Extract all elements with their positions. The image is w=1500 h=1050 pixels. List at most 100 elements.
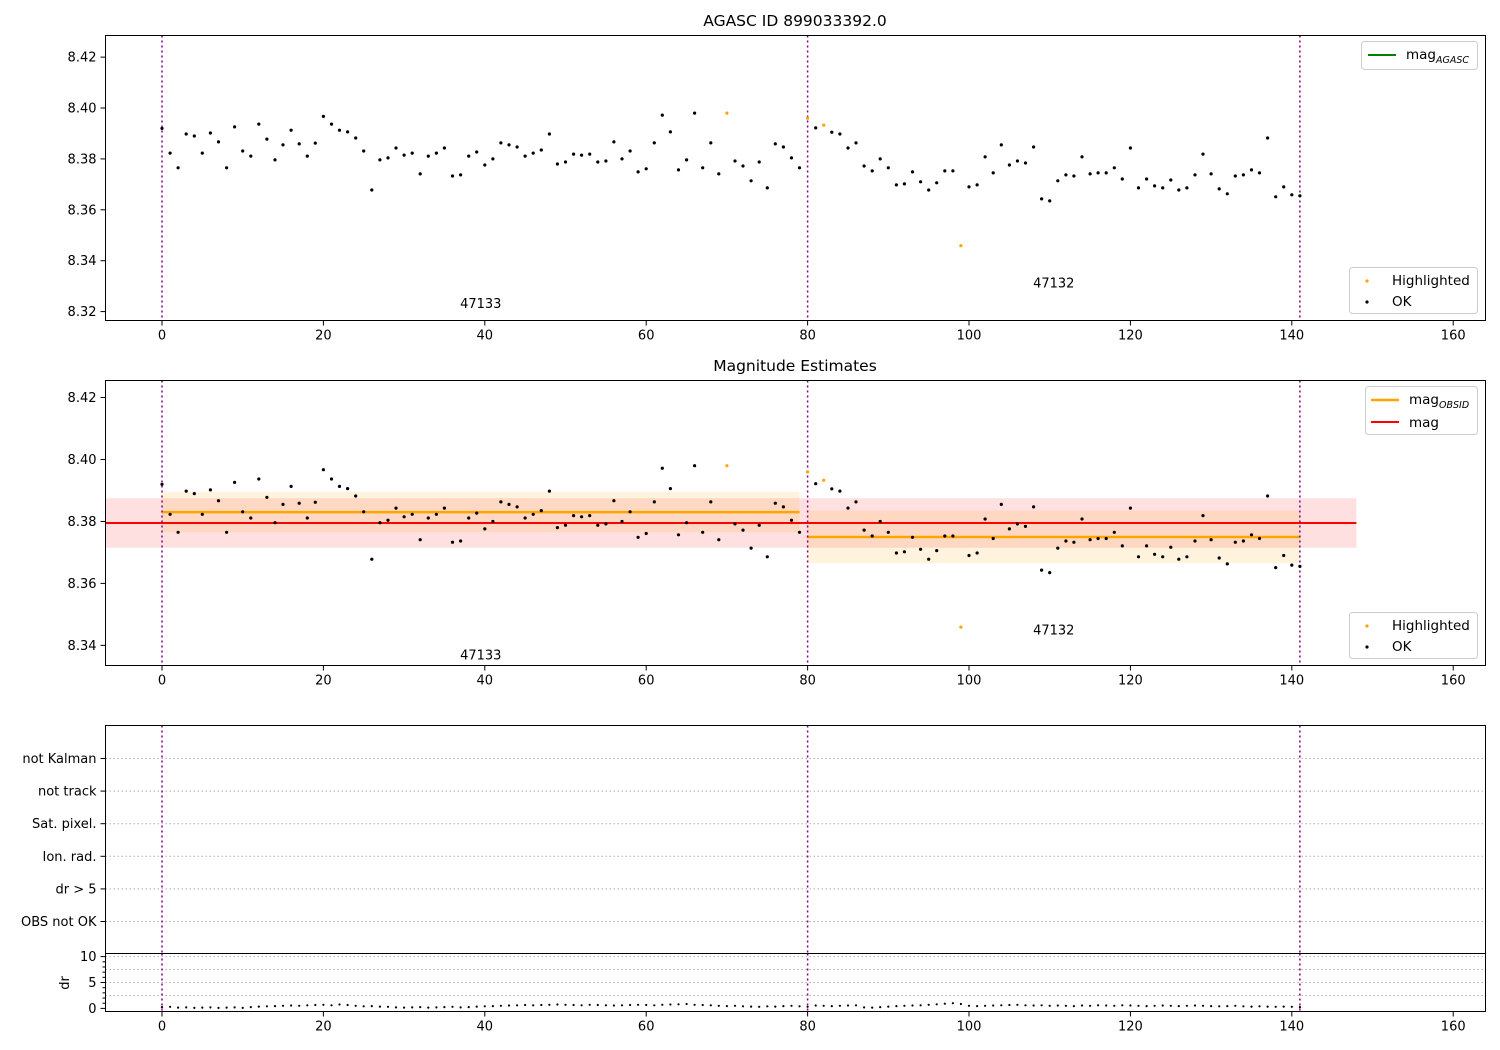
ok-point (1007, 163, 1012, 167)
axes-frame (105, 725, 1486, 954)
ok-point (1040, 568, 1044, 572)
y-axis-ticks: 8.34 8.36 8.38 8.40 8.42 (68, 391, 106, 654)
dr-point (370, 1005, 373, 1008)
highlighted-point (959, 625, 963, 629)
dr-point (992, 1004, 995, 1007)
ok-point (612, 140, 616, 144)
legend-label-mag-agasc: magAGASC (1406, 47, 1469, 66)
dr-point (386, 1005, 390, 1008)
highlighted-point (725, 111, 729, 115)
x-tick-label: 140 (1279, 1020, 1304, 1035)
dr-point (281, 1004, 285, 1007)
ok-point (572, 152, 576, 156)
ok-point (644, 167, 648, 171)
ok-point (1282, 185, 1286, 189)
dr-point (709, 1004, 712, 1007)
dr-point (516, 1004, 519, 1007)
ok-point (200, 512, 204, 516)
dr-point (443, 1006, 446, 1009)
ok-point (1201, 152, 1205, 156)
ok-point (410, 512, 414, 516)
ok-point (305, 154, 309, 158)
ok-point (362, 510, 366, 514)
dr-point (629, 1003, 632, 1007)
ok-point (354, 494, 358, 498)
ok-point (515, 145, 519, 149)
ok-point (676, 533, 681, 537)
ok-point (1145, 177, 1149, 181)
ok-point (1048, 199, 1052, 203)
ok-point (660, 466, 664, 470)
ok-point (442, 506, 446, 510)
ok-point (168, 151, 172, 155)
ok-point (563, 523, 568, 527)
dr-point (475, 1005, 478, 1008)
dr-point (507, 1004, 511, 1007)
grid (105, 956, 1486, 996)
ok-point (1217, 556, 1221, 560)
x-tick-label: 160 (1441, 329, 1466, 344)
dr-point (1121, 1004, 1124, 1007)
ok-point (386, 518, 390, 522)
dr-point (1040, 1004, 1043, 1007)
ok-point (273, 158, 277, 162)
ok-point (378, 521, 382, 525)
dr-point (871, 1006, 874, 1009)
ok-point (233, 125, 237, 129)
ok-point (523, 154, 527, 158)
ok-point (160, 126, 164, 130)
ok-point (1217, 187, 1221, 191)
ok-point (983, 155, 987, 159)
ok-point (1249, 533, 1254, 537)
dr-point (1113, 1004, 1116, 1007)
ok-point (160, 482, 164, 486)
panel-title: Magnitude Estimates (713, 357, 877, 375)
dr-point (1282, 1005, 1285, 1008)
ok-point (596, 523, 600, 527)
dr-point (185, 1006, 188, 1009)
ok-point (741, 528, 745, 532)
dr-point (830, 1005, 833, 1008)
y-tick-label: 8.36 (68, 577, 97, 592)
ok-point (910, 535, 915, 539)
dr-point (854, 1004, 858, 1007)
x-tick-label: 20 (315, 329, 332, 344)
ok-point (249, 516, 253, 520)
ok-point (1072, 174, 1076, 178)
ok-point (1201, 514, 1205, 518)
ok-point (200, 151, 204, 155)
ok-point (297, 142, 301, 146)
ok-point (983, 517, 987, 521)
y-tick-label: 8.32 (68, 305, 97, 320)
ok-point (870, 169, 874, 173)
dr-point (160, 1006, 164, 1009)
ok-point (1007, 527, 1012, 531)
ok-point (701, 530, 705, 534)
legend-label-highlighted: Highlighted (1392, 618, 1470, 634)
ok-point (1104, 536, 1108, 541)
ok-point (935, 181, 939, 185)
dr-point (403, 1006, 406, 1009)
ok-point (1161, 555, 1165, 559)
ok-point (346, 487, 350, 491)
bands (105, 492, 1357, 564)
y-tick-label: 8.36 (68, 203, 97, 218)
highlighted-point (822, 478, 826, 482)
dr-point (750, 1005, 753, 1008)
y-axis-ticks: 0 5 10 (80, 950, 106, 1017)
dr-point (1056, 1004, 1059, 1007)
ok-point (321, 114, 325, 118)
ok-point (192, 492, 196, 496)
legend-marker-highlighted (1365, 624, 1369, 628)
dr-point (459, 1006, 462, 1009)
ok-point (249, 154, 253, 158)
ok-point (919, 547, 923, 551)
dr-point (620, 1004, 624, 1007)
ok-point (1048, 571, 1052, 575)
data-points (160, 111, 1302, 248)
ok-point (927, 557, 931, 561)
category-label: dr > 5 (55, 882, 96, 897)
ok-point (434, 512, 438, 516)
y-axis-category-labels: OBS not OK dr > 5 Ion. rad. Sat. pixel. not … (21, 752, 106, 930)
legend-frame (1349, 612, 1478, 659)
